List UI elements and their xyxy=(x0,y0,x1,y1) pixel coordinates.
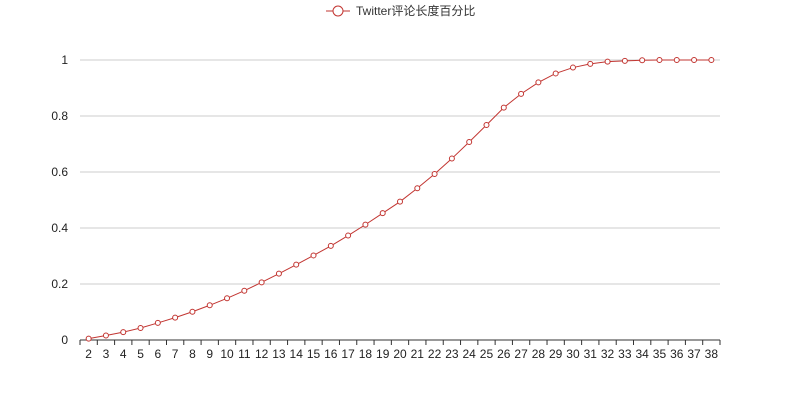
x-tick-label: 33 xyxy=(618,347,632,361)
x-tick-label: 18 xyxy=(359,347,373,361)
y-tick-label: 0 xyxy=(61,333,68,347)
data-point[interactable] xyxy=(224,295,231,302)
x-tick-label: 25 xyxy=(480,347,494,361)
series-layer xyxy=(85,57,715,342)
data-point[interactable] xyxy=(206,302,213,309)
data-point[interactable] xyxy=(587,60,594,67)
x-tick-label: 19 xyxy=(376,347,390,361)
x-tick-label: 12 xyxy=(255,347,269,361)
x-tick-label: 23 xyxy=(445,347,459,361)
data-point[interactable] xyxy=(552,70,559,77)
x-tick-label: 32 xyxy=(601,347,615,361)
x-tick-label: 24 xyxy=(463,347,477,361)
y-tick-label: 0.2 xyxy=(51,277,68,291)
y-tick-label: 1 xyxy=(61,53,68,67)
data-point[interactable] xyxy=(258,279,265,286)
x-tick-label: 11 xyxy=(238,347,251,361)
x-tick-label: 21 xyxy=(411,347,425,361)
data-point[interactable] xyxy=(535,79,542,86)
x-tick-label: 38 xyxy=(705,347,719,361)
data-point[interactable] xyxy=(621,57,628,64)
data-point[interactable] xyxy=(639,57,646,64)
data-point[interactable] xyxy=(102,332,109,339)
x-tick-label: 13 xyxy=(272,347,286,361)
data-point[interactable] xyxy=(172,314,179,321)
data-point[interactable] xyxy=(431,170,438,177)
data-point[interactable] xyxy=(448,155,455,162)
data-point[interactable] xyxy=(85,335,92,342)
legend[interactable]: Twitter评论长度百分比 xyxy=(326,3,475,18)
x-tick-label: 3 xyxy=(103,347,110,361)
x-tick-label: 15 xyxy=(307,347,321,361)
data-point[interactable] xyxy=(189,308,196,315)
data-point[interactable] xyxy=(293,261,300,268)
x-tick-label: 6 xyxy=(154,347,161,361)
x-tick-label: 14 xyxy=(290,347,304,361)
data-point[interactable] xyxy=(379,210,386,217)
data-point[interactable] xyxy=(518,90,525,97)
data-point[interactable] xyxy=(691,57,698,63)
legend-label: Twitter评论长度百分比 xyxy=(356,3,475,18)
data-point[interactable] xyxy=(500,104,507,111)
y-tick-label: 0.6 xyxy=(51,165,68,179)
x-tick-label: 16 xyxy=(324,347,338,361)
x-tick-label: 20 xyxy=(393,347,407,361)
x-tick-label: 2 xyxy=(85,347,92,361)
x-tick-label: 17 xyxy=(341,347,355,361)
data-point[interactable] xyxy=(466,139,473,146)
x-tick-label: 10 xyxy=(220,347,234,361)
x-tick-label: 29 xyxy=(549,347,563,361)
x-tick-label: 30 xyxy=(566,347,580,361)
data-point[interactable] xyxy=(327,242,334,249)
x-tick-label: 31 xyxy=(584,347,598,361)
x-tick-label: 27 xyxy=(514,347,528,361)
x-tick-label: 34 xyxy=(635,347,649,361)
y-tick-label: 0.8 xyxy=(51,109,68,123)
x-tick-label: 36 xyxy=(670,347,684,361)
x-tick-label: 26 xyxy=(497,347,511,361)
axes: 00.20.40.60.812 3 4 5 6 7 8 9 10 11 12 13 14 15 16 17 18… xyxy=(51,53,721,361)
legend-circle-icon xyxy=(332,5,344,17)
x-tick-label: 22 xyxy=(428,347,442,361)
data-point[interactable] xyxy=(137,324,144,331)
x-tick-label: 37 xyxy=(687,347,701,361)
grid-lines xyxy=(80,59,720,285)
data-point[interactable] xyxy=(154,319,161,326)
data-point[interactable] xyxy=(362,221,369,228)
data-point[interactable] xyxy=(397,198,403,205)
data-point[interactable] xyxy=(120,329,127,336)
x-tick-label: 9 xyxy=(206,347,213,361)
data-point[interactable] xyxy=(275,270,282,277)
data-point[interactable] xyxy=(414,185,421,192)
data-point[interactable] xyxy=(604,58,611,65)
data-point[interactable] xyxy=(656,57,663,63)
x-tick-label: 35 xyxy=(653,347,667,361)
x-tick-label: 7 xyxy=(172,347,179,361)
data-point[interactable] xyxy=(483,121,490,128)
x-tick-label: 5 xyxy=(137,347,144,361)
x-tick-label: 28 xyxy=(532,347,546,361)
data-point[interactable] xyxy=(241,287,248,294)
data-point[interactable] xyxy=(345,232,352,239)
data-point[interactable] xyxy=(673,57,680,63)
data-point[interactable] xyxy=(310,252,317,259)
data-point[interactable] xyxy=(569,64,576,71)
data-point[interactable] xyxy=(708,57,715,63)
x-tick-label: 4 xyxy=(120,347,127,361)
y-tick-label: 0.4 xyxy=(51,221,68,235)
x-tick-label: 8 xyxy=(189,347,196,361)
